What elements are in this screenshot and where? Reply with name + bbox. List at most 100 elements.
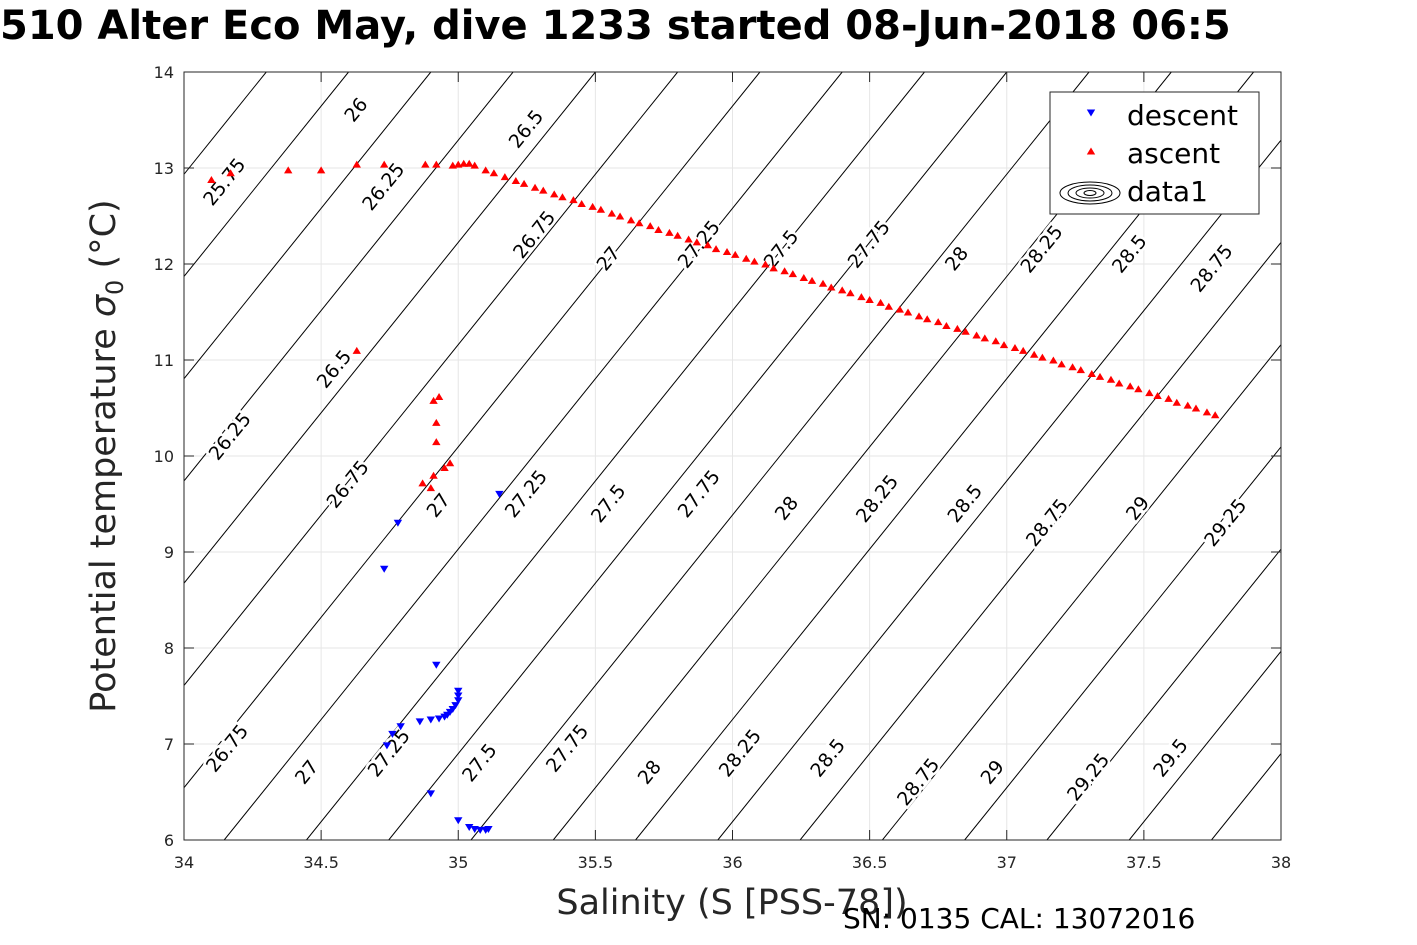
descent-point: [495, 490, 504, 498]
ascent-point: [799, 273, 809, 281]
ascent-point: [769, 264, 778, 272]
ascent-point: [434, 392, 444, 400]
ascent-point: [1087, 369, 1096, 377]
isopycnal-line: [881, 343, 1281, 840]
ascent-point: [953, 324, 962, 332]
ascent-point: [1019, 346, 1028, 354]
ascent-point: [596, 205, 606, 213]
x-tick-label: 36.5: [852, 853, 888, 872]
isopycnal-line: [799, 241, 1281, 840]
legend-contour-icon: [1059, 181, 1121, 205]
ascent-point: [788, 270, 798, 278]
ascent-point: [418, 479, 427, 487]
ascent-point: [1183, 401, 1192, 409]
descent-point: [475, 826, 485, 834]
ascent-point: [511, 176, 521, 184]
y-tick-label: 11: [154, 351, 174, 370]
y-tick-label: 12: [154, 255, 174, 274]
ascent-point: [459, 159, 468, 167]
ascent-point: [539, 186, 548, 194]
ascent-point: [731, 250, 740, 258]
x-tick-label: 35: [448, 853, 468, 872]
isopycnal-line: [184, 72, 349, 278]
isopycnal-line: [184, 72, 514, 482]
ascent-point: [615, 212, 625, 220]
ascent-point: [703, 241, 713, 249]
isopycnal-line: [1376, 72, 1417, 840]
descent-point: [454, 697, 463, 705]
ascent-point: [316, 166, 326, 174]
x-tick-label: 37: [997, 853, 1017, 872]
ascent-point: [884, 302, 894, 310]
ascent-point: [1191, 404, 1201, 412]
ascent-point: [654, 225, 663, 233]
isopycnal-line: [223, 72, 843, 840]
descent-point: [432, 661, 441, 669]
descent-point: [451, 702, 460, 710]
ascent-point: [352, 160, 361, 168]
chart-title: 510 Alter Eco May, dive 1233 started 08-…: [0, 3, 1231, 49]
ascent-point: [429, 471, 438, 479]
ascent-point: [489, 169, 499, 177]
y-axis-label-main: Potential temperature: [84, 317, 124, 713]
x-tick-label: 34.5: [303, 853, 339, 872]
ascent-point: [284, 166, 293, 174]
descent-point: [454, 817, 463, 825]
ascent-point: [818, 279, 828, 287]
ascent-point: [646, 222, 655, 230]
ascent-point: [865, 296, 874, 304]
ascent-point: [692, 238, 702, 246]
y-axis-label-sigma: σ: [84, 293, 124, 317]
ascent-point: [1202, 408, 1212, 416]
x-tick-label: 36: [722, 853, 742, 872]
ascent-point: [558, 193, 567, 201]
ascent-point: [432, 418, 441, 426]
x-axis-label: Salinity (S [PSS-78]): [556, 883, 907, 923]
ascent-point: [445, 459, 455, 467]
isopycnal-line: [1046, 548, 1281, 840]
ascent-point: [429, 396, 438, 404]
ascent-point: [1038, 353, 1047, 361]
ascent-point: [1172, 398, 1181, 406]
ascent-point: [470, 161, 479, 169]
y-tick-label: 9: [164, 543, 174, 562]
descent-point: [380, 565, 389, 573]
ascent-point: [440, 464, 449, 472]
ascent-point: [577, 200, 586, 208]
ascent-point: [923, 315, 932, 323]
y-tick-label: 8: [164, 639, 174, 658]
ascent-point: [380, 160, 389, 168]
ascent-point: [569, 196, 578, 204]
ascent-point: [1164, 394, 1173, 402]
descent-point: [382, 742, 392, 750]
ascent-point: [550, 190, 559, 198]
y-tick-label: 14: [154, 63, 174, 82]
ascent-point: [1095, 372, 1105, 380]
ascent-point: [895, 305, 904, 313]
ascent-point: [519, 179, 529, 187]
ascent-point: [352, 346, 361, 354]
y-tick-label: 13: [154, 159, 174, 178]
ascent-point: [711, 245, 721, 253]
ascent-point: [972, 331, 981, 339]
contour-ring: [1075, 187, 1105, 199]
ascent-point: [780, 267, 789, 275]
descent-point: [434, 715, 444, 723]
ascent-point: [665, 228, 674, 236]
ascent-point: [1134, 385, 1143, 393]
isopycnal-line: [184, 72, 596, 584]
x-tick-label: 38: [1271, 853, 1291, 872]
y-axis-label-unit: (°C): [84, 199, 124, 279]
ascent-point: [1114, 379, 1124, 387]
ascent-point: [1029, 350, 1039, 358]
descent-point: [465, 824, 474, 832]
footer-serial: SN: 0135 CAL: 13072016: [843, 902, 1195, 935]
legend-ascent-marker: [1086, 147, 1096, 155]
ascent-point: [1210, 411, 1220, 419]
ascent-point: [226, 169, 235, 177]
descent-point: [426, 716, 436, 724]
ascent-point: [1057, 360, 1066, 368]
descent-point: [454, 692, 463, 700]
isopycnal-line: [388, 72, 1008, 840]
